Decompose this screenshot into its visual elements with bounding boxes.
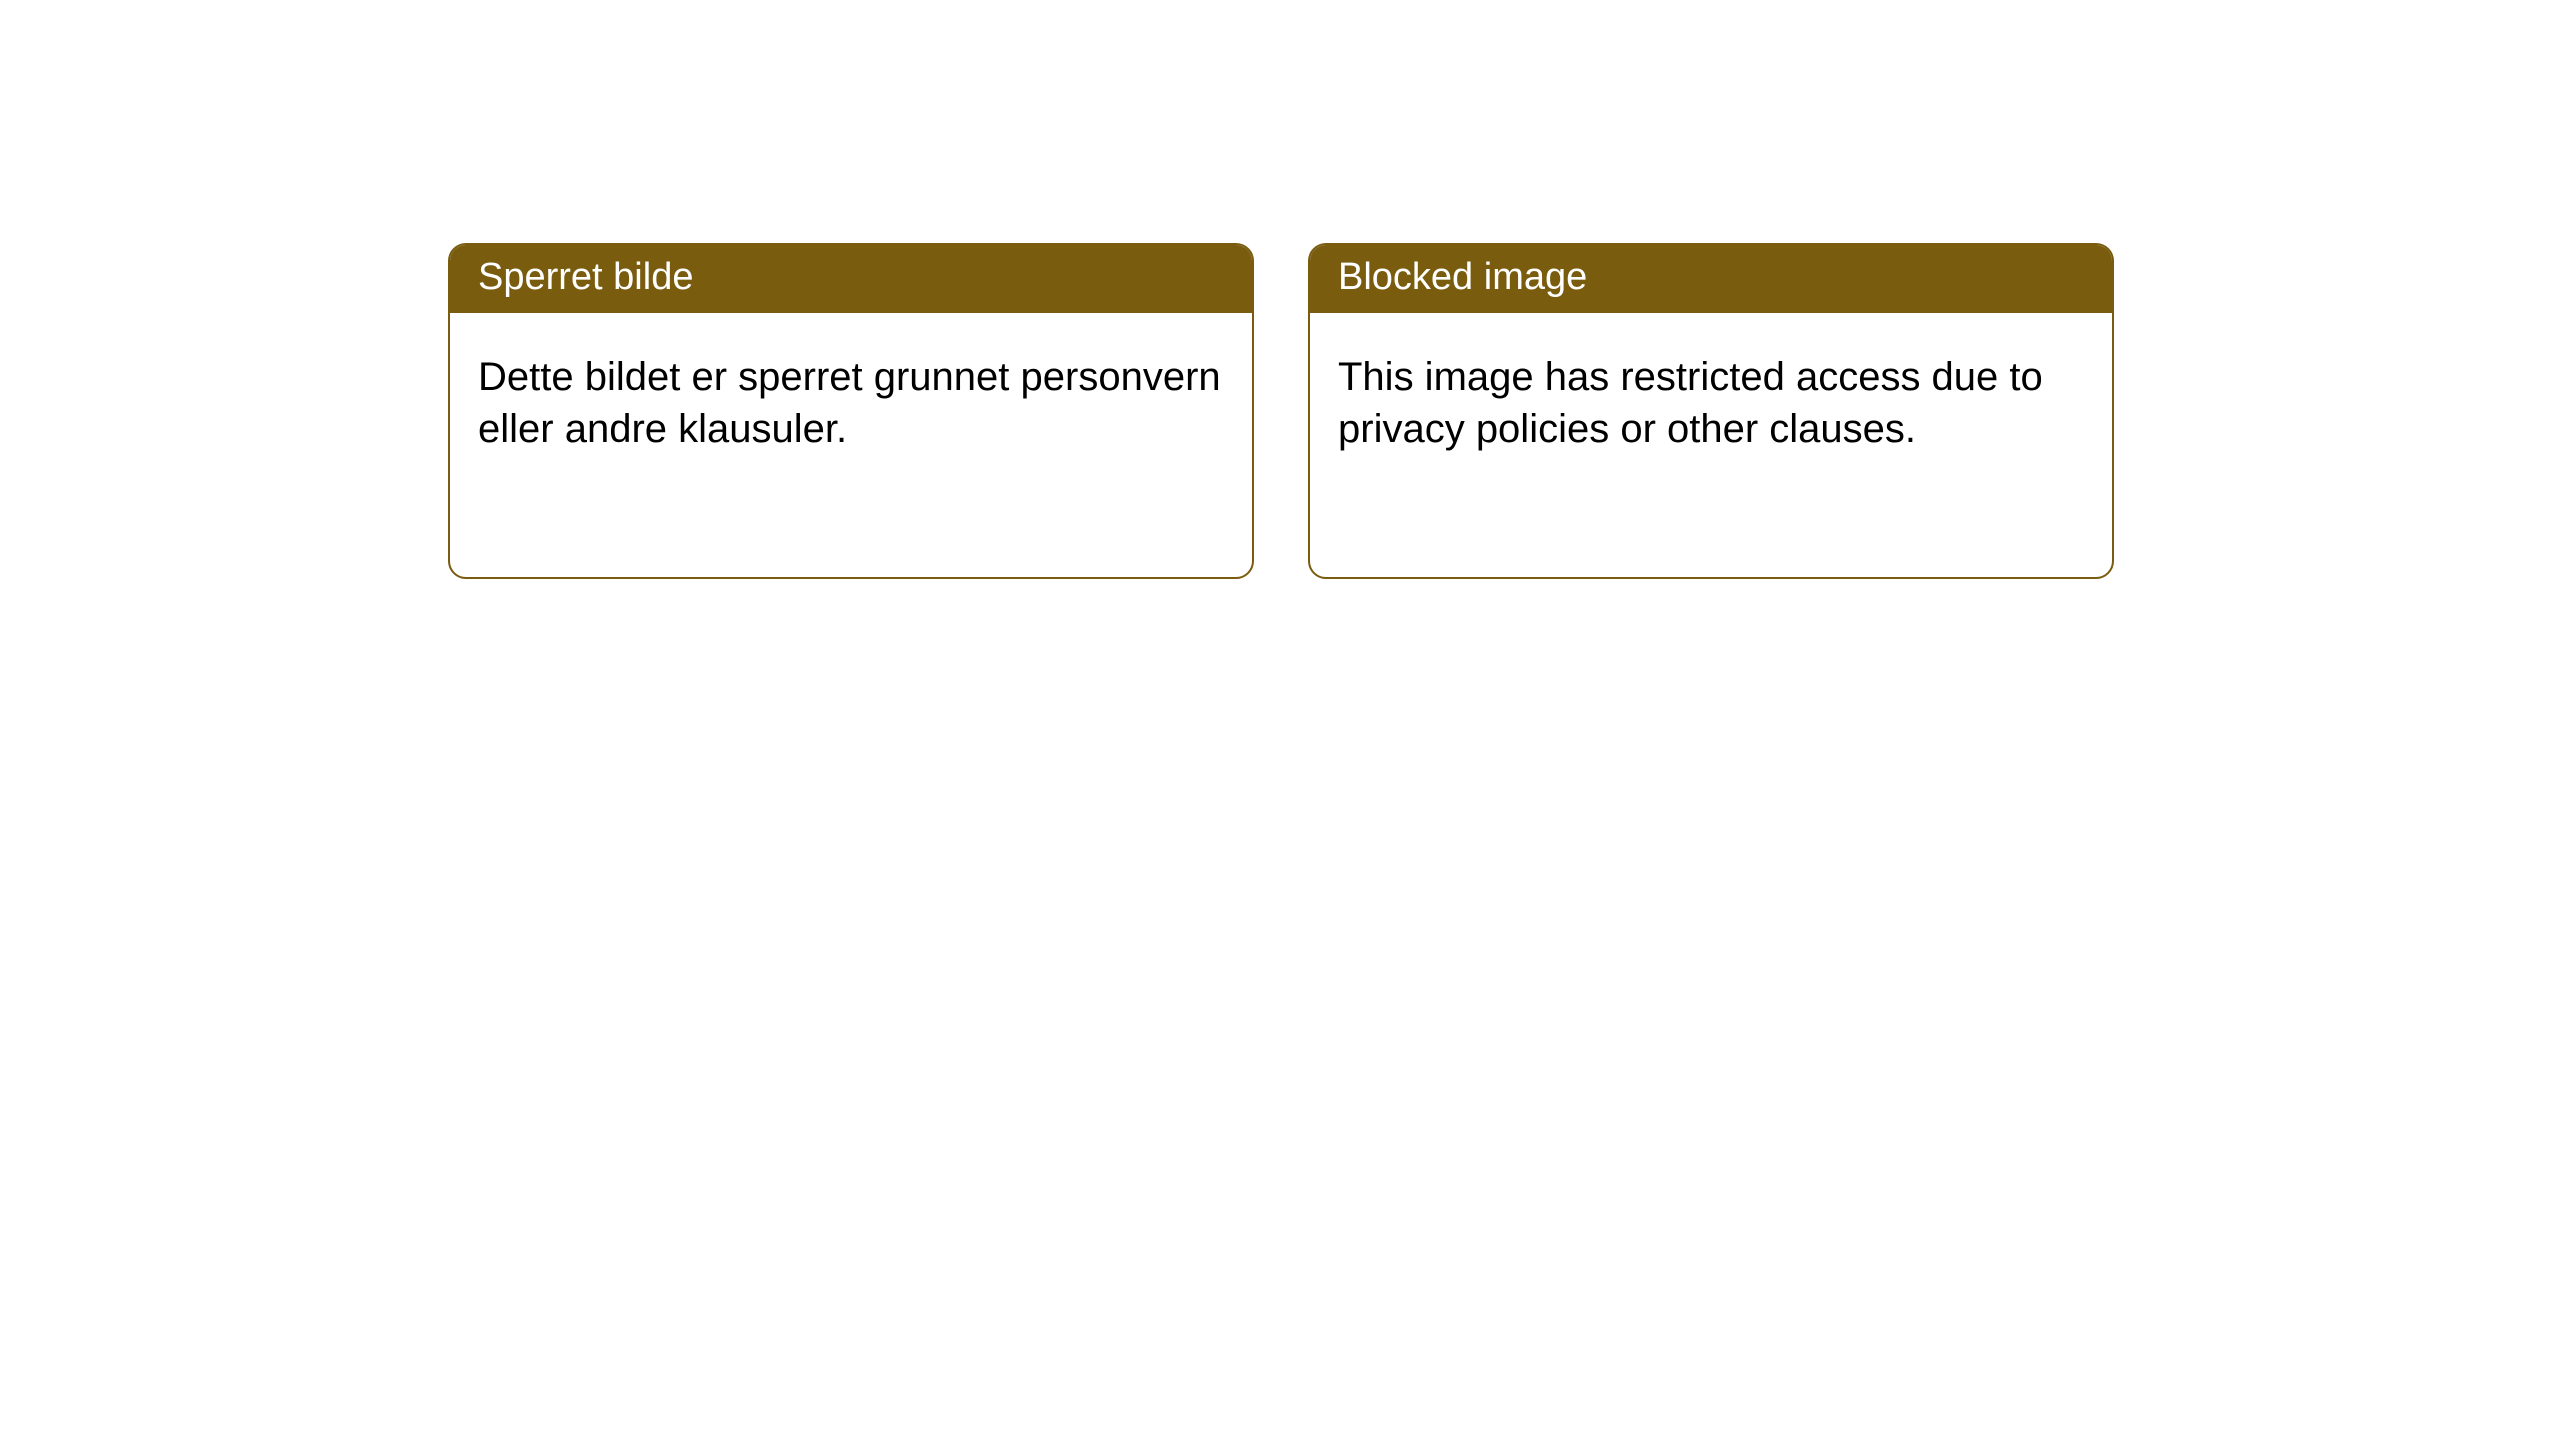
blocked-image-card-en: Blocked image This image has restricted … <box>1308 243 2114 579</box>
card-body-en: This image has restricted access due to … <box>1310 313 2112 483</box>
blocked-image-card-no: Sperret bilde Dette bildet er sperret gr… <box>448 243 1254 579</box>
notice-container: Sperret bilde Dette bildet er sperret gr… <box>0 0 2560 579</box>
card-header-no: Sperret bilde <box>450 245 1252 313</box>
card-header-en: Blocked image <box>1310 245 2112 313</box>
card-body-no: Dette bildet er sperret grunnet personve… <box>450 313 1252 483</box>
